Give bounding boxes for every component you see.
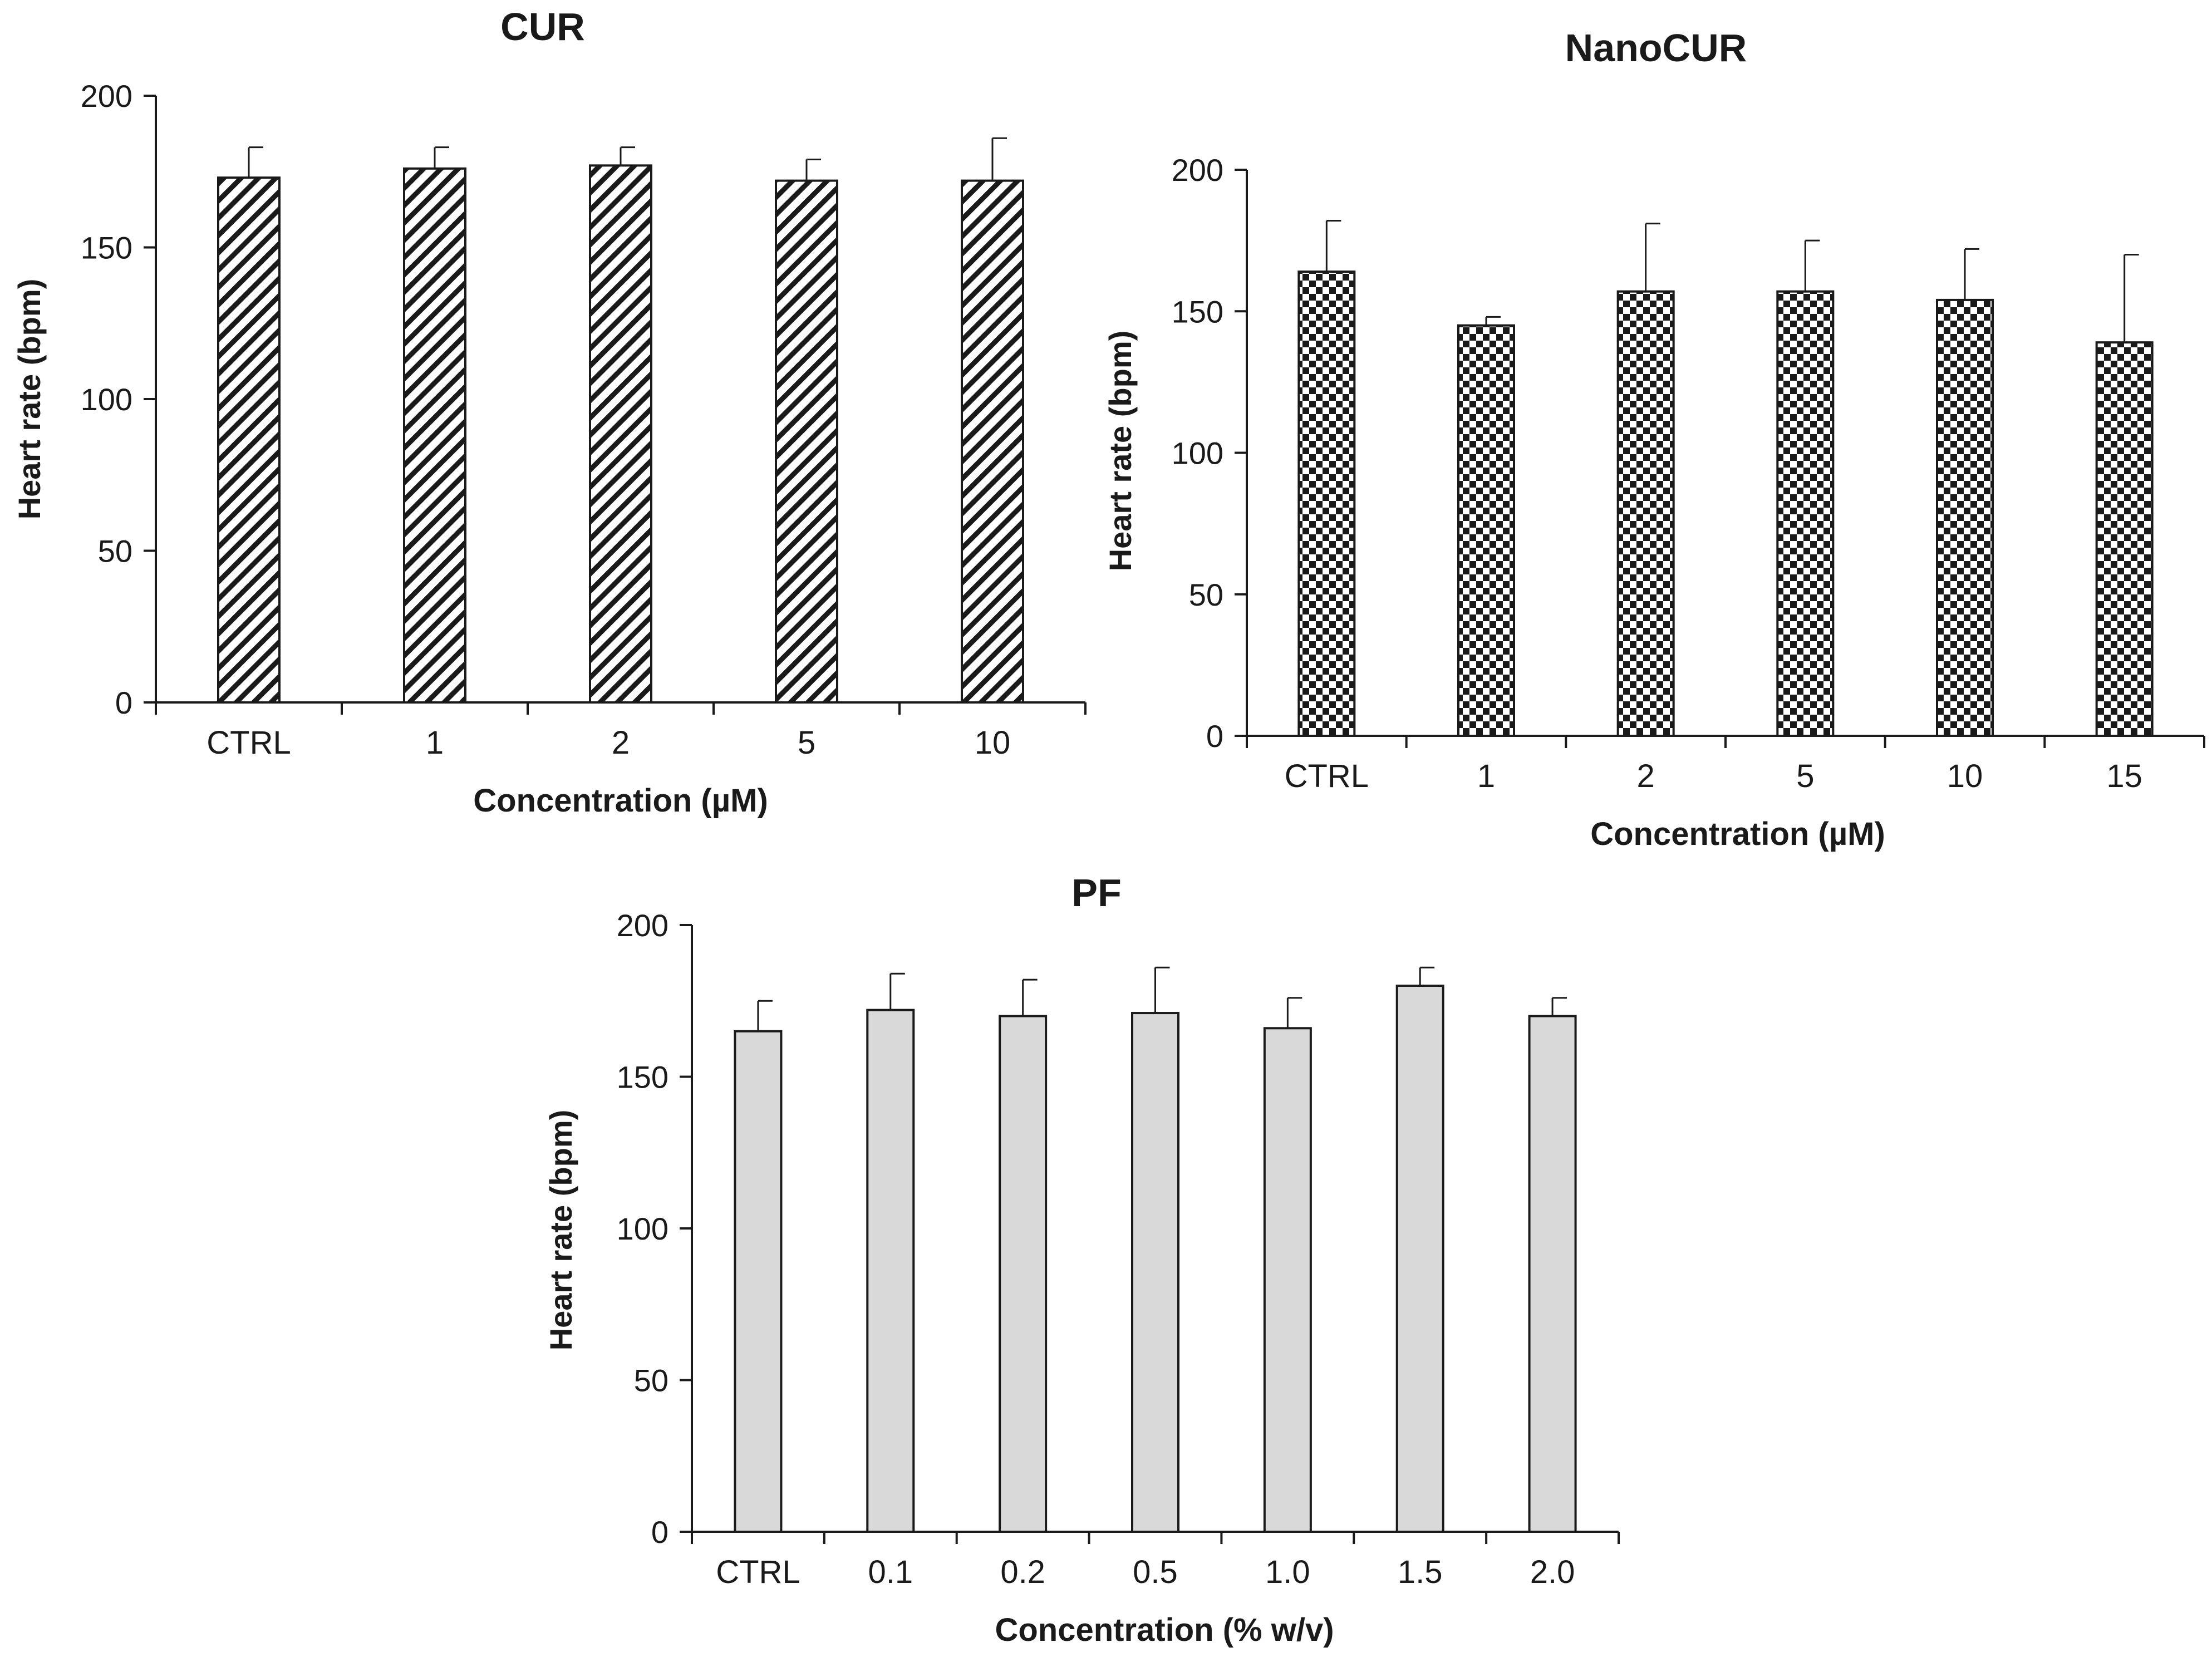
plot-area: 0 50 100 150 200 CTRL 0.1 0.2 0.5 1.0 1.5 2.0 xyxy=(617,908,1620,1590)
x-tick-label: 1.0 xyxy=(1265,1554,1310,1590)
y-tick-label: 50 xyxy=(634,1363,668,1398)
x-axis-label: Concentration (% w/v) xyxy=(995,1612,1334,1648)
bar-1 xyxy=(403,167,466,704)
x-tick-label: 0.5 xyxy=(1133,1554,1178,1590)
x-tick-label: CTRL xyxy=(1285,758,1369,794)
chart-panel-pf: PF Heart rate (bpm) Concentration (% w/v… xyxy=(543,871,1620,1648)
y-tick-label: 200 xyxy=(617,908,668,943)
y-tick-label: 100 xyxy=(81,382,132,417)
x-axis-label: Concentration (µM) xyxy=(1590,816,1885,852)
y-tick-label: 100 xyxy=(1172,436,1223,471)
x-tick-label: 0.1 xyxy=(868,1554,913,1590)
plot-area: 0 50 100 150 200 CTRL 1 2 5 10 15 xyxy=(1172,153,2205,794)
bar-ctrl xyxy=(1297,271,1356,737)
bar-0-5 xyxy=(1131,1012,1179,1533)
y-axis-label: Heart rate (bpm) xyxy=(1103,331,1138,572)
y-tick-label: 0 xyxy=(1206,719,1223,754)
x-tick-label: 10 xyxy=(975,725,1011,761)
y-tick-label: 150 xyxy=(617,1060,668,1095)
x-tick-label: 1 xyxy=(426,725,444,761)
y-tick-label: 50 xyxy=(98,534,132,569)
chart-title: CUR xyxy=(500,5,585,48)
y-tick-label: 150 xyxy=(81,230,132,265)
y-axis-label: Heart rate (bpm) xyxy=(543,1110,578,1351)
y-tick-label: 150 xyxy=(1172,294,1223,329)
bar-2 xyxy=(589,164,652,704)
y-tick-label: 200 xyxy=(81,78,132,114)
bar-5 xyxy=(775,179,838,704)
bar-1-5 xyxy=(1395,985,1444,1533)
x-tick-label: 1.5 xyxy=(1398,1554,1443,1590)
chart-panel-nanocur: NanoCUR Heart rate (bpm) Concentration (… xyxy=(1103,26,2205,852)
x-tick-label: CTRL xyxy=(716,1554,800,1590)
bar-2 xyxy=(1616,290,1675,737)
x-tick-label: 1 xyxy=(1477,758,1495,794)
bar-ctrl xyxy=(217,176,281,704)
bar-5 xyxy=(1776,290,1835,737)
y-tick-label: 0 xyxy=(115,685,132,720)
x-tick-label: 2 xyxy=(612,725,630,761)
bar-10 xyxy=(1936,298,1994,737)
x-tick-label: 2 xyxy=(1637,758,1655,794)
chart-panel-cur: CUR Heart rate (bpm) Concentration (µM) … xyxy=(12,5,1087,819)
x-axis-label: Concentration (µM) xyxy=(473,783,768,819)
bar-15 xyxy=(2095,341,2154,737)
bar-1 xyxy=(1457,324,1515,737)
x-tick-label: 5 xyxy=(1796,758,1814,794)
chart-title: PF xyxy=(1071,871,1121,914)
x-tick-label: 2.0 xyxy=(1530,1554,1575,1590)
x-tick-label: 15 xyxy=(2106,758,2142,794)
y-tick-label: 50 xyxy=(1189,577,1223,612)
x-tick-label: CTRL xyxy=(207,725,291,761)
x-tick-label: 5 xyxy=(798,725,815,761)
bar-1-0 xyxy=(1263,1027,1312,1533)
x-tick-label: 0.2 xyxy=(1000,1554,1045,1590)
bar-10 xyxy=(961,179,1024,704)
bar-ctrl xyxy=(734,1030,783,1533)
bar-0-1 xyxy=(866,1009,915,1533)
y-axis-label: Heart rate (bpm) xyxy=(12,279,47,520)
y-tick-label: 200 xyxy=(1172,153,1223,188)
bar-0-2 xyxy=(999,1015,1048,1533)
x-tick-label: 10 xyxy=(1947,758,1983,794)
y-tick-label: 100 xyxy=(617,1211,668,1246)
plot-area: 0 50 100 150 200 CTRL 1 2 5 10 xyxy=(81,78,1087,761)
chart-title: NanoCUR xyxy=(1565,26,1747,70)
y-tick-label: 0 xyxy=(651,1515,668,1550)
bar-2-0 xyxy=(1528,1015,1577,1533)
